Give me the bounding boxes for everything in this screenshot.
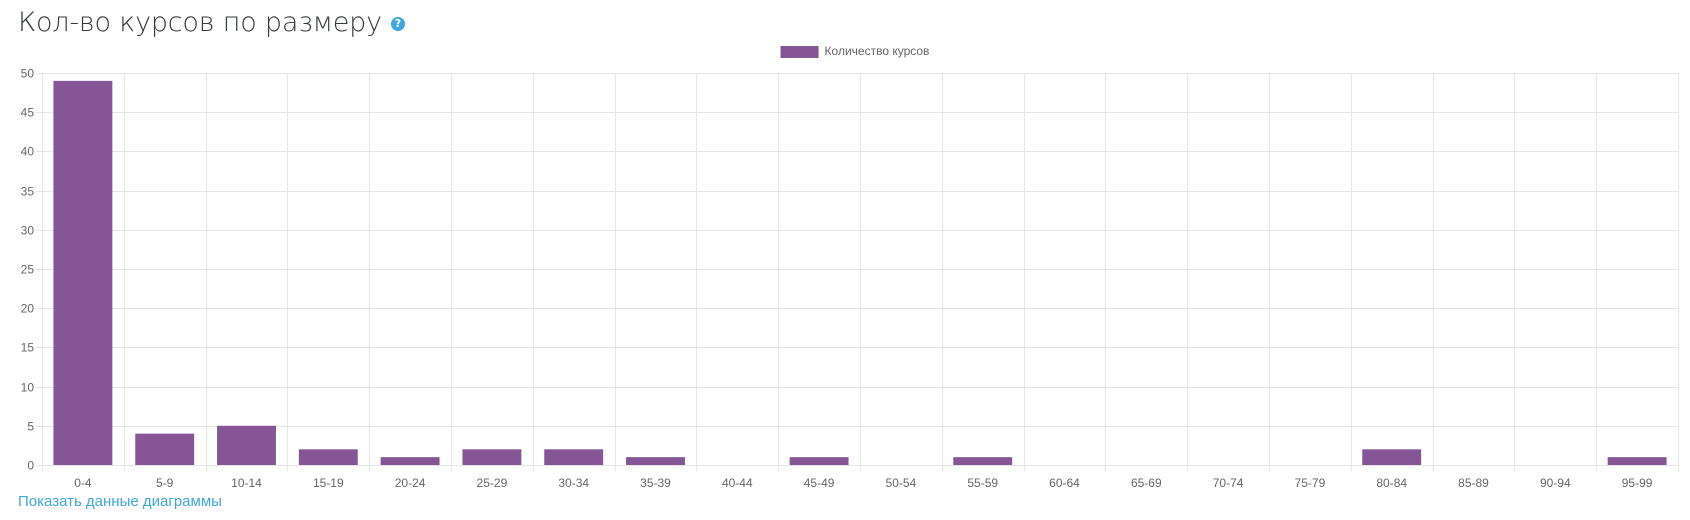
page-title: Кол-во курсов по размеру — [18, 6, 382, 38]
chart-header: Кол-во курсов по размеру ? — [18, 2, 405, 42]
x-tick-label: 85-89 — [1458, 476, 1489, 490]
bar[interactable] — [135, 433, 195, 465]
bar-chart: Количество курсов 0 5 10 15 20 25 30 35 40 45 50 0… — [21, 44, 1679, 490]
x-tick-label: 0-4 — [74, 476, 92, 490]
x-tick-label: 15-19 — [313, 476, 344, 490]
y-tick-label: 25 — [21, 263, 35, 277]
x-tick-label: 70-74 — [1213, 476, 1244, 490]
x-tick-label: 45-49 — [804, 476, 835, 490]
bar[interactable] — [298, 449, 358, 465]
x-tick-label: 20-24 — [395, 476, 426, 490]
bar[interactable] — [1362, 449, 1422, 465]
question-circle-icon[interactable]: ? — [390, 16, 405, 31]
x-tick-label: 60-64 — [1049, 476, 1080, 490]
y-tick-label: 50 — [21, 67, 35, 81]
y-tick-label: 15 — [21, 341, 35, 355]
bar[interactable] — [462, 449, 522, 465]
bar[interactable] — [380, 457, 440, 465]
y-tick-label: 35 — [21, 185, 35, 199]
y-tick-label: 40 — [21, 145, 35, 159]
legend-swatch — [780, 46, 819, 58]
bar[interactable] — [1607, 457, 1667, 465]
chart-legend[interactable]: Количество курсов — [780, 44, 930, 58]
bar-series — [53, 80, 1667, 465]
bar[interactable] — [789, 457, 849, 465]
x-tick-label: 5-9 — [156, 476, 174, 490]
y-tick-label: 10 — [21, 381, 35, 395]
chart-grid — [36, 73, 1679, 471]
bar[interactable] — [217, 425, 276, 465]
y-tick-label: 30 — [21, 224, 35, 238]
x-tick-label: 35-39 — [640, 476, 671, 490]
x-tick-label: 80-84 — [1376, 476, 1407, 490]
y-tick-label: 0 — [27, 459, 34, 473]
bar[interactable] — [626, 457, 685, 465]
x-tick-label: 55-59 — [967, 476, 998, 490]
bar[interactable] — [53, 80, 113, 465]
y-tick-label: 5 — [27, 420, 34, 434]
y-tick-label: 20 — [21, 302, 35, 316]
x-axis: 0-4 5-9 10-14 15-19 20-24 25-29 30-34 35-39 40-4… — [74, 476, 1653, 490]
x-tick-label: 10-14 — [231, 476, 262, 490]
show-chart-data-link[interactable]: Показать данные диаграммы — [18, 493, 222, 510]
x-tick-label: 65-69 — [1131, 476, 1162, 490]
x-tick-label: 40-44 — [722, 476, 753, 490]
x-tick-label: 75-79 — [1295, 476, 1326, 490]
y-axis: 0 5 10 15 20 25 30 35 40 45 50 — [21, 67, 35, 473]
bar[interactable] — [953, 457, 1013, 465]
x-tick-label: 25-29 — [477, 476, 508, 490]
x-tick-label: 30-34 — [558, 476, 589, 490]
x-tick-label: 95-99 — [1622, 476, 1653, 490]
legend-label: Количество курсов — [825, 44, 930, 58]
bar[interactable] — [544, 449, 604, 465]
y-tick-label: 45 — [21, 106, 35, 120]
x-tick-label: 90-94 — [1540, 476, 1571, 490]
x-tick-label: 50-54 — [886, 476, 917, 490]
